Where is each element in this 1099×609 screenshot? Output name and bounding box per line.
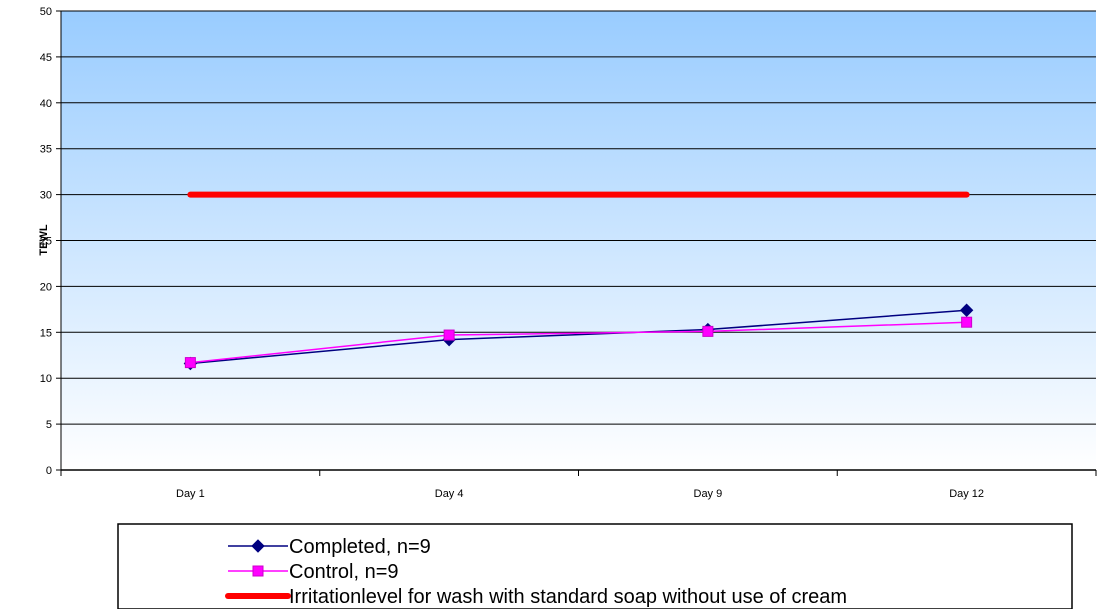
x-axis: Day 1 Day 4 Day 9 Day 12 [60,469,1097,500]
legend-marker-1 [251,539,265,553]
x-tick-label-2: Day 4 [435,488,464,500]
y-tick-label-25: 25 [40,236,52,248]
series-2-point-4 [961,316,973,328]
y-tick-label-35: 35 [40,144,52,156]
series-1-line [190,309,967,365]
legend-label-2: Control, n=9 [289,561,399,583]
y-tick-label-45: 45 [40,52,52,64]
y-tick-label-0: 0 [46,465,52,477]
series-layer [183,191,974,371]
y-tick-label-10: 10 [40,373,52,385]
x-tick-label-3: Day 9 [694,488,723,500]
series-2-point-2 [443,329,455,341]
legend-label-3: Irritationlevel for wash with standard s… [289,586,847,608]
legend-marker-2 [252,565,264,577]
legend: Completed, n=9 Control, n=9 Irritationleve… [117,523,1073,609]
legend-label-1: Completed, n=9 [289,536,431,558]
y-tick-label-15: 15 [40,327,52,339]
series-2-point-1 [184,357,196,369]
y-axis-label: TEWL [38,224,50,255]
series-2-point-3 [702,325,714,337]
x-tick-label-4: Day 12 [949,488,984,500]
series-1-point-4 [959,303,974,317]
y-axis: 0 5 10 15 20 25 30 35 40 45 50 [40,6,62,477]
y-tick-label-50: 50 [40,6,52,18]
series-2 [184,316,973,369]
series-2-line [190,321,967,364]
y-tick-label-20: 20 [40,281,52,293]
y-tick-label-40: 40 [40,98,52,110]
x-tick-label-1: Day 1 [176,488,205,500]
y-tick-label-5: 5 [46,419,52,431]
y-tick-label-30: 30 [40,190,52,202]
